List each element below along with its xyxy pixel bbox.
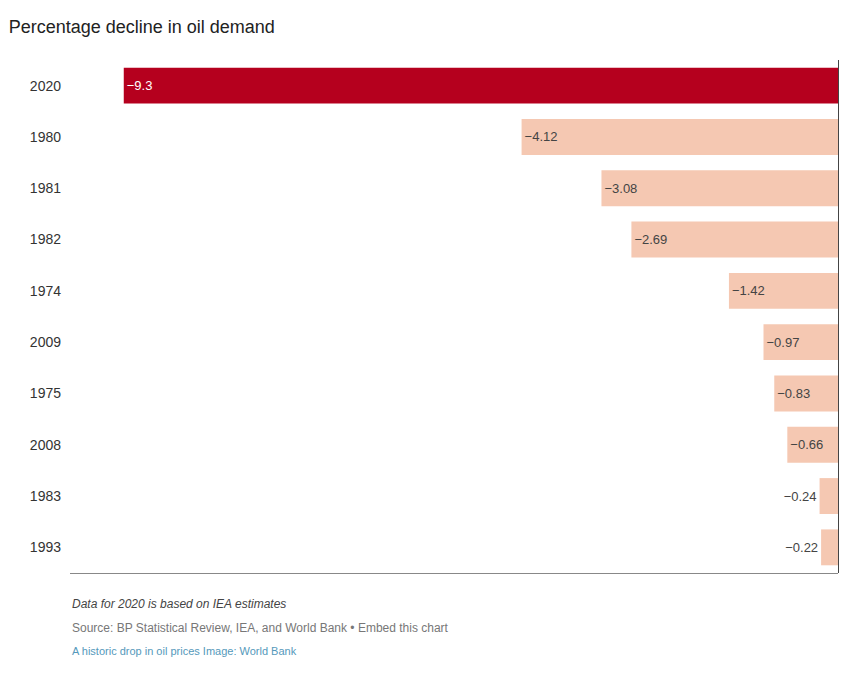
svg-text:−0.22: −0.22 <box>785 540 818 555</box>
svg-text:1981: 1981 <box>30 180 61 196</box>
svg-text:1974: 1974 <box>30 283 61 299</box>
svg-text:Percentage decline in oil dema: Percentage decline in oil demand <box>9 17 275 37</box>
svg-text:−9.3: −9.3 <box>127 78 153 93</box>
svg-text:−0.66: −0.66 <box>790 437 823 452</box>
svg-text:1993: 1993 <box>30 539 61 555</box>
svg-text:2020: 2020 <box>30 78 61 94</box>
svg-text:1980: 1980 <box>30 129 61 145</box>
svg-text:A historic drop in oil prices: A historic drop in oil prices Image: Wor… <box>72 645 297 657</box>
svg-text:−0.97: −0.97 <box>767 335 800 350</box>
svg-text:−3.08: −3.08 <box>604 181 637 196</box>
svg-text:−0.83: −0.83 <box>777 386 810 401</box>
svg-text:−4.12: −4.12 <box>525 129 558 144</box>
svg-text:−2.69: −2.69 <box>634 232 667 247</box>
svg-text:−0.24: −0.24 <box>784 489 817 504</box>
svg-text:Data for 2020 is based on IEA: Data for 2020 is based on IEA estimates <box>72 597 286 611</box>
svg-text:2009: 2009 <box>30 334 61 350</box>
svg-text:1975: 1975 <box>30 385 61 401</box>
svg-text:Source: BP Statistical Review,: Source: BP Statistical Review, IEA, and … <box>72 621 449 635</box>
svg-text:2008: 2008 <box>30 437 61 453</box>
svg-text:1983: 1983 <box>30 488 61 504</box>
svg-text:−1.42: −1.42 <box>732 283 765 298</box>
svg-text:1982: 1982 <box>30 231 61 247</box>
